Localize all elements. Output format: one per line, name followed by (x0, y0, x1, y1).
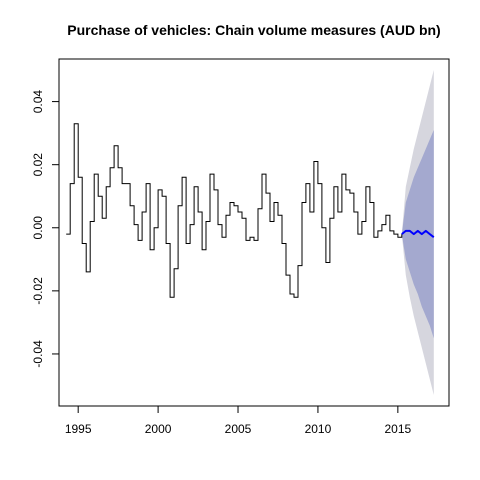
y-tick-label: 0.04 (31, 90, 45, 114)
y-tick-label: -0.02 (31, 277, 45, 305)
x-tick-label: 2015 (385, 422, 412, 436)
prediction-bands (401, 70, 434, 395)
y-tick-label: 0.02 (31, 153, 45, 177)
y-tick-label: 0.00 (31, 216, 45, 240)
x-tick-label: 2000 (145, 422, 172, 436)
series-lines (66, 123, 435, 298)
forecast-line (401, 229, 435, 238)
y-tick-label: -0.04 (31, 340, 45, 368)
band-80-area (401, 130, 434, 339)
x-tick-label: 1995 (65, 422, 92, 436)
x-tick-label: 2005 (225, 422, 252, 436)
chart-title: Purchase of vehicles: Chain volume measu… (67, 22, 440, 38)
history-line (66, 123, 403, 298)
x-axis: 1995 2000 2005 2010 2015 (65, 405, 412, 436)
x-tick-label: 2010 (305, 422, 332, 436)
y-axis: -0.04 -0.02 0.00 0.02 0.04 (31, 90, 60, 368)
plot-frame (58, 58, 450, 407)
